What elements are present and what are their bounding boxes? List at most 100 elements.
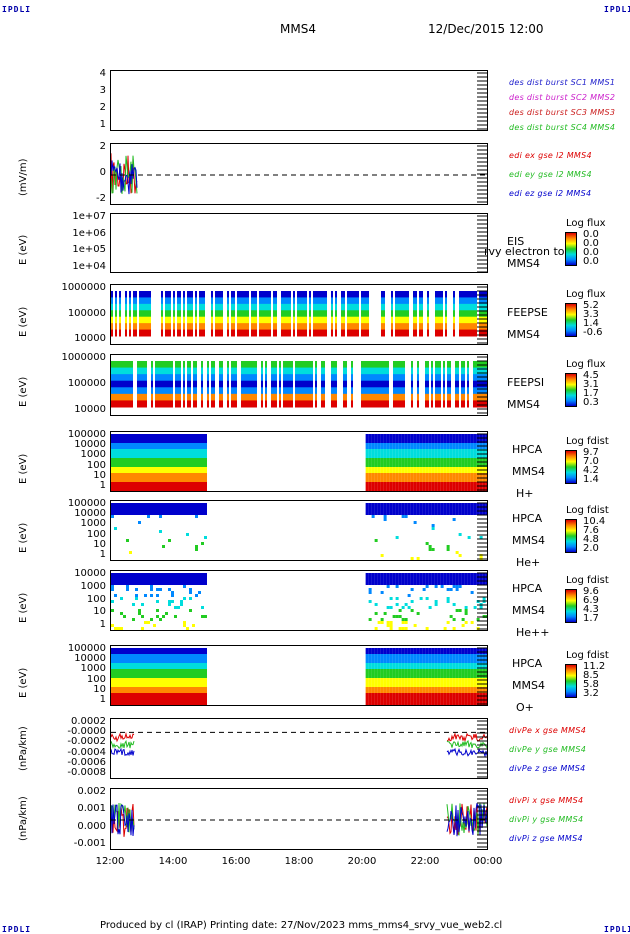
spectrogram-cell xyxy=(463,387,465,395)
spectrogram-cell xyxy=(398,464,402,467)
spectrogram-cell xyxy=(283,323,285,331)
spectrogram-cell xyxy=(437,291,439,298)
spectrogram-cell xyxy=(440,473,444,476)
spectrogram-cell xyxy=(145,329,147,337)
spectrogram-cell xyxy=(267,316,269,324)
spectrogram-cell xyxy=(201,699,204,702)
spectrogram-cell xyxy=(153,696,156,699)
spectrogram-cell xyxy=(144,455,147,458)
spectrogram-cell xyxy=(440,512,444,515)
spectrogram-cell xyxy=(383,675,387,678)
instrument-label: MMS4 xyxy=(512,534,545,547)
spectrogram-cell xyxy=(386,654,390,657)
spectrogram-cell xyxy=(458,476,462,479)
spectrogram-cell xyxy=(410,488,414,491)
spectrogram-cell xyxy=(473,367,475,375)
spectrogram-cell xyxy=(168,684,171,687)
spectrogram-cell xyxy=(459,316,461,324)
spectrogram-cell xyxy=(115,329,117,337)
spectrogram-cell xyxy=(198,693,201,696)
spectrogram-cell xyxy=(475,329,477,337)
spectrogram-cell xyxy=(299,316,301,324)
spectrogram-cell xyxy=(380,470,384,473)
spectrogram-cell xyxy=(315,297,317,305)
spectrogram-cell xyxy=(186,627,189,630)
spectrogram-cell xyxy=(374,582,378,585)
spectrogram-cell xyxy=(144,488,147,491)
spectrogram-cell xyxy=(368,699,372,702)
spectrogram-cell xyxy=(413,582,417,585)
spectrogram-cell xyxy=(111,690,114,693)
spectrogram-cell xyxy=(159,678,162,681)
spectrogram-cell xyxy=(156,437,159,440)
spectrogram-cell xyxy=(198,470,201,473)
spectrogram-cell xyxy=(485,512,487,515)
spectrogram-cell xyxy=(315,374,317,382)
spectrogram-cell xyxy=(120,470,123,473)
spectrogram-cell xyxy=(371,690,375,693)
spectrogram-cell xyxy=(392,470,396,473)
colorbar xyxy=(565,373,577,407)
spectrogram-cell xyxy=(397,387,399,395)
spectrogram-cell xyxy=(177,576,180,579)
spectrogram-cell xyxy=(377,449,381,452)
spectrogram-cell xyxy=(161,387,163,395)
spectrogram-cell xyxy=(150,446,153,449)
spectrogram-cell xyxy=(446,621,450,624)
spectrogram-cell xyxy=(151,387,153,395)
spectrogram-cell xyxy=(275,316,277,324)
spectrogram-cell xyxy=(401,440,405,443)
spectrogram-cell xyxy=(458,503,462,506)
spectrogram-cell xyxy=(305,380,307,388)
spectrogram-cell xyxy=(392,672,396,675)
spectrogram-cell xyxy=(309,291,311,298)
instrument-label: MMS4 xyxy=(507,257,540,270)
panel-plot-feepse xyxy=(111,286,487,344)
y-tick-label: 3 xyxy=(99,85,106,96)
spectrogram-cell xyxy=(141,663,144,666)
spectrogram-cell xyxy=(192,449,195,452)
spectrogram-cell xyxy=(159,361,161,369)
spectrogram-cell xyxy=(195,512,198,515)
spectrogram-cell xyxy=(201,675,204,678)
spectrogram-cell xyxy=(189,461,192,464)
spectrogram-cell xyxy=(333,400,335,408)
spectrogram-cell xyxy=(114,666,117,669)
spectrogram-cell xyxy=(301,400,303,408)
spectrogram-cell xyxy=(299,297,301,305)
spectrogram-cell xyxy=(139,310,141,318)
spectrogram-cell xyxy=(371,684,375,687)
spectrogram-cell xyxy=(177,310,179,318)
spectrogram-cell xyxy=(165,612,168,615)
spectrogram-cell xyxy=(221,374,223,382)
spectrogram-cell xyxy=(150,594,153,597)
spectrogram-cell xyxy=(353,323,355,331)
spectrogram-cell xyxy=(363,367,365,375)
spectrogram-cell xyxy=(479,316,481,324)
spectrogram-cell xyxy=(139,380,141,388)
spectrogram-cell xyxy=(440,455,444,458)
spectrogram-cell xyxy=(253,323,255,331)
panel-plot-hpca_he xyxy=(111,502,487,560)
spectrogram-cell xyxy=(465,303,467,311)
spectrogram-cell xyxy=(363,303,365,311)
spectrogram-cell xyxy=(401,512,405,515)
spectrogram-cell xyxy=(464,470,468,473)
spectrogram-cell xyxy=(321,291,323,298)
spectrogram-cell xyxy=(341,310,343,318)
spectrogram-cell xyxy=(147,464,150,467)
spectrogram-cell xyxy=(283,303,285,311)
spectrogram-cell xyxy=(125,329,127,337)
spectrogram-cell xyxy=(126,699,129,702)
spectrogram-cell xyxy=(114,488,117,491)
spectrogram-cell xyxy=(193,393,195,401)
spectrogram-cell xyxy=(299,393,301,401)
spectrogram-cell xyxy=(189,316,191,324)
spectrogram-cell xyxy=(199,316,201,324)
spectrogram-cell xyxy=(425,503,429,506)
spectrogram-cell xyxy=(198,687,201,690)
spectrogram-cell xyxy=(201,512,204,515)
spectrogram-cell xyxy=(301,316,303,324)
spectrogram-cell xyxy=(144,702,147,705)
spectrogram-cell xyxy=(453,303,455,311)
